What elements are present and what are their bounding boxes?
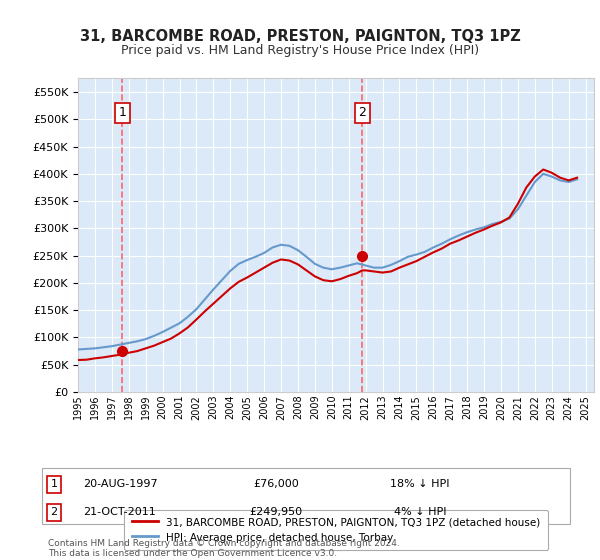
Text: 4% ↓ HPI: 4% ↓ HPI xyxy=(394,507,446,517)
Text: 31, BARCOMBE ROAD, PRESTON, PAIGNTON, TQ3 1PZ: 31, BARCOMBE ROAD, PRESTON, PAIGNTON, TQ… xyxy=(80,29,520,44)
Text: £249,950: £249,950 xyxy=(250,507,302,517)
Text: 1: 1 xyxy=(50,479,58,489)
Text: Contains HM Land Registry data © Crown copyright and database right 2024.
This d: Contains HM Land Registry data © Crown c… xyxy=(48,539,400,558)
Text: 2: 2 xyxy=(358,106,366,119)
Text: Price paid vs. HM Land Registry's House Price Index (HPI): Price paid vs. HM Land Registry's House … xyxy=(121,44,479,57)
Text: 18% ↓ HPI: 18% ↓ HPI xyxy=(390,479,450,489)
Text: 20-AUG-1997: 20-AUG-1997 xyxy=(83,479,157,489)
Text: 1: 1 xyxy=(119,106,127,119)
Text: £76,000: £76,000 xyxy=(253,479,299,489)
Text: 21-OCT-2011: 21-OCT-2011 xyxy=(83,507,157,517)
Legend: 31, BARCOMBE ROAD, PRESTON, PAIGNTON, TQ3 1PZ (detached house), HPI: Average pri: 31, BARCOMBE ROAD, PRESTON, PAIGNTON, TQ… xyxy=(124,510,548,550)
Text: 2: 2 xyxy=(50,507,58,517)
